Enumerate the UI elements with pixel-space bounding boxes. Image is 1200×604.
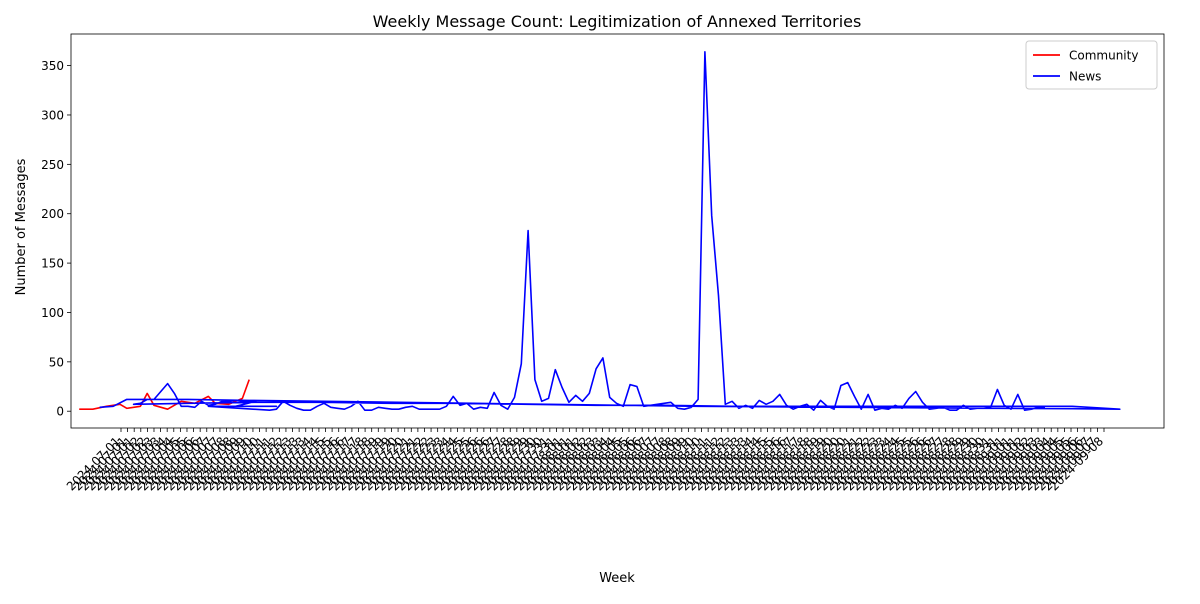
y-tick-label: 350 (41, 59, 64, 73)
plot-area (70, 33, 1165, 429)
y-tick-label: 0 (56, 405, 64, 419)
y-tick-label: 200 (41, 207, 64, 221)
legend-label: Community (1069, 49, 1138, 63)
y-tick-label: 150 (41, 257, 64, 271)
legend: Community News (1025, 40, 1158, 90)
y-axis-label: Number of Messages (14, 158, 29, 295)
series-line-community (79, 379, 250, 411)
chart-title: Weekly Message Count: Legitimization of … (373, 12, 862, 31)
y-tick-label: 100 (41, 306, 64, 320)
y-tick-label: 250 (41, 158, 64, 172)
x-axis-label: Week (599, 571, 635, 586)
x-axis: 2024-07-012024-07-012024-07-012024-07-02… (64, 428, 1106, 493)
series-line-news (99, 50, 1121, 412)
legend-label: News (1069, 70, 1101, 84)
plot-frame (70, 33, 1165, 429)
y-tick-label: 50 (49, 355, 64, 369)
series-layer (79, 50, 1121, 412)
y-axis: 0 50 100 150 200 250 300 350 (41, 59, 71, 419)
y-tick-label: 300 (41, 108, 64, 122)
legend-box (1025, 40, 1158, 90)
